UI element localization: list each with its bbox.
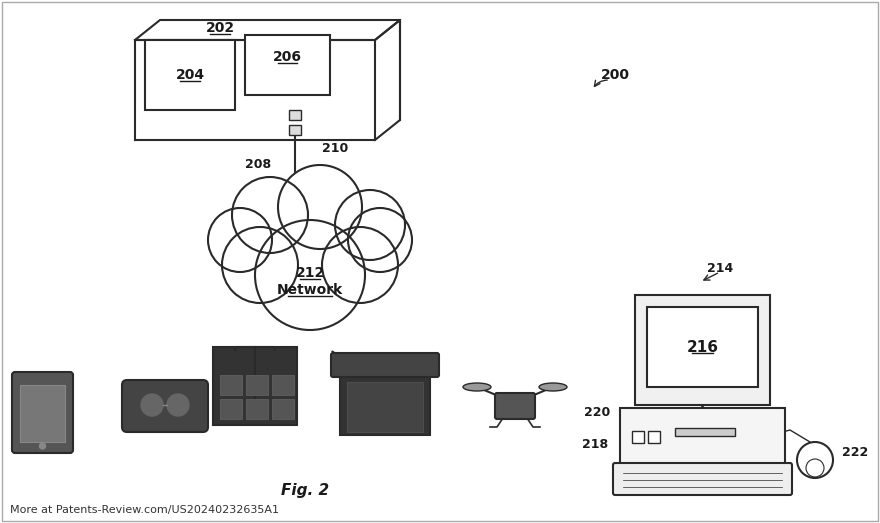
Text: 220: 220 — [583, 406, 610, 419]
Text: Network: Network — [277, 283, 343, 297]
Circle shape — [278, 165, 362, 249]
Circle shape — [208, 208, 272, 272]
FancyBboxPatch shape — [245, 35, 330, 95]
Text: 204: 204 — [175, 68, 204, 82]
FancyBboxPatch shape — [648, 431, 660, 443]
Text: 214: 214 — [707, 262, 733, 275]
Text: 210: 210 — [322, 142, 348, 154]
Circle shape — [322, 227, 398, 303]
Circle shape — [232, 177, 308, 253]
FancyBboxPatch shape — [331, 353, 439, 377]
FancyBboxPatch shape — [12, 372, 73, 453]
Circle shape — [222, 227, 298, 303]
FancyBboxPatch shape — [272, 399, 294, 419]
Text: 202: 202 — [205, 21, 235, 35]
FancyBboxPatch shape — [272, 375, 294, 395]
Text: 218: 218 — [582, 438, 608, 451]
FancyBboxPatch shape — [220, 375, 242, 395]
FancyBboxPatch shape — [220, 399, 242, 419]
FancyBboxPatch shape — [340, 375, 430, 435]
FancyBboxPatch shape — [675, 428, 735, 436]
FancyBboxPatch shape — [20, 385, 65, 442]
Text: 212: 212 — [296, 266, 325, 280]
Circle shape — [167, 394, 189, 416]
FancyBboxPatch shape — [246, 399, 268, 419]
FancyBboxPatch shape — [620, 408, 785, 478]
Ellipse shape — [463, 383, 491, 391]
Circle shape — [255, 220, 365, 330]
FancyBboxPatch shape — [613, 463, 792, 495]
FancyBboxPatch shape — [145, 40, 235, 110]
Text: Fig. 2: Fig. 2 — [281, 483, 329, 497]
Text: 206: 206 — [273, 50, 302, 64]
Ellipse shape — [539, 383, 567, 391]
Text: 200: 200 — [600, 68, 629, 82]
FancyBboxPatch shape — [246, 375, 268, 395]
Text: 222: 222 — [842, 446, 869, 459]
Circle shape — [335, 190, 405, 260]
Text: 208: 208 — [245, 158, 271, 172]
Circle shape — [348, 208, 412, 272]
Text: More at Patents-Review.com/US20240232635A1: More at Patents-Review.com/US20240232635… — [10, 505, 279, 515]
FancyBboxPatch shape — [632, 431, 644, 443]
FancyBboxPatch shape — [213, 347, 297, 425]
FancyBboxPatch shape — [635, 295, 770, 405]
FancyBboxPatch shape — [495, 393, 535, 419]
FancyBboxPatch shape — [289, 110, 301, 120]
Text: 216: 216 — [686, 339, 718, 355]
FancyBboxPatch shape — [289, 125, 301, 135]
FancyBboxPatch shape — [647, 307, 758, 387]
Circle shape — [40, 443, 46, 449]
Circle shape — [141, 394, 163, 416]
FancyBboxPatch shape — [122, 380, 208, 432]
FancyBboxPatch shape — [347, 382, 423, 432]
